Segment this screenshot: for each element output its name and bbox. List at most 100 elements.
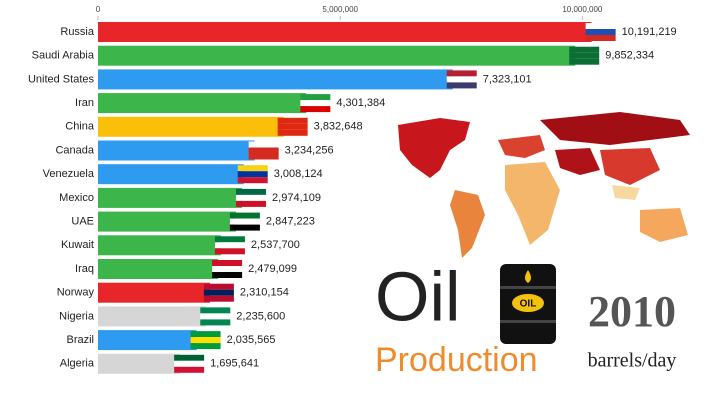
flag-stripe [214,236,245,243]
bar [98,306,207,327]
category-label: China [65,121,95,133]
flag-stripe [212,272,243,278]
category-label: Mexico [59,192,94,204]
flag-stripe [569,58,600,65]
category-label: Nigeria [59,310,95,322]
flag-stripe [569,46,600,53]
world-map [398,112,690,258]
flag-stripe [200,307,231,314]
x-tick-label: 5,000,000 [322,5,358,14]
overlay-title: Oil [375,257,461,335]
category-label: Kuwait [61,239,94,251]
bar [98,116,284,137]
value-label: 2,537,700 [251,239,300,251]
bar [98,69,453,90]
flag-stripe [236,200,267,207]
value-label: 4,301,384 [336,97,385,109]
flag-stripe [248,147,279,154]
category-label: Saudi Arabia [32,50,95,62]
flag-stripe [174,354,205,361]
category-label: Iran [75,97,94,109]
flag-stripe [229,218,260,225]
flag-stripe [585,29,616,35]
bars: 0 5,000,000 10,000,000 Russia 10,191,219 Saud… [28,5,677,374]
flag-stripe [229,212,260,219]
value-label: 2,035,565 [227,334,276,346]
value-label: 9,852,334 [605,50,654,62]
bar [98,93,307,114]
value-label: 3,832,648 [314,121,363,133]
category-label: Iraq [75,263,94,275]
flag-stripe [200,319,231,326]
value-label: 2,974,109 [272,192,321,204]
flag-stripe [214,248,245,255]
bar [98,235,221,256]
flag-stripe [229,224,260,231]
bar [98,164,244,185]
value-label: 2,847,223 [266,216,315,228]
flag-stripe [277,117,308,124]
flag-stripe [236,194,267,201]
flag-stripe [203,295,234,302]
flag-stripe [190,331,221,338]
value-label: 2,310,154 [240,287,289,299]
category-label: Venezuela [43,168,95,180]
bar [98,187,243,208]
flag-stripe [236,188,267,195]
flag-stripe [300,106,331,113]
flag-stripe [569,52,600,59]
category-label: UAE [71,216,94,228]
flag-stripe [300,100,331,107]
oil-barrel: OIL [500,264,556,344]
flag-stripe [174,366,205,373]
value-label: 2,235,600 [236,310,285,322]
value-label: 3,008,124 [274,168,323,180]
category-label: United States [28,73,95,85]
flag-stripe [212,266,243,272]
bar [98,282,210,303]
category-label: Norway [57,287,95,299]
value-label: 2,479,099 [248,263,297,275]
flag-stripe [214,242,245,249]
flag-stripe [248,141,279,148]
flag-stripe [190,343,221,350]
value-label: 3,234,256 [285,144,334,156]
bar [98,259,219,279]
bar [98,353,181,374]
category-label: Algeria [60,358,95,370]
flag-stripe [200,313,231,320]
flag-stripe [203,289,234,296]
flag-stripe [277,129,308,136]
value-label: 10,191,219 [622,26,677,38]
x-tick-label: 10,000,000 [562,5,603,14]
flag-stripe [237,165,268,172]
bar [98,211,236,232]
category-label: Russia [60,26,95,38]
bar [98,22,592,42]
flag-stripe [237,177,268,184]
year: 2010 [588,287,676,336]
flag-stripe [237,171,268,178]
unit: barrels/day [588,350,677,372]
bar [98,140,255,161]
value-label: 1,695,641 [210,358,259,370]
flag-stripe [277,123,308,130]
flag-stripe [212,260,243,266]
category-label: Brazil [66,334,94,346]
overlay-subtitle: Production [375,341,538,379]
barrel-label: OIL [520,299,537,310]
flag-stripe [446,82,477,89]
flag-stripe [585,23,616,29]
flag-stripe [190,337,221,344]
category-label: Canada [55,144,94,156]
bar [98,45,576,66]
flag-stripe [446,76,477,83]
flag-stripe [585,35,616,41]
flag-stripe [203,283,234,290]
flag-stripe [174,360,205,367]
bar [98,330,197,351]
flag-stripe [300,94,331,101]
flag-stripe [248,153,279,160]
x-tick-label: 0 [96,5,101,14]
